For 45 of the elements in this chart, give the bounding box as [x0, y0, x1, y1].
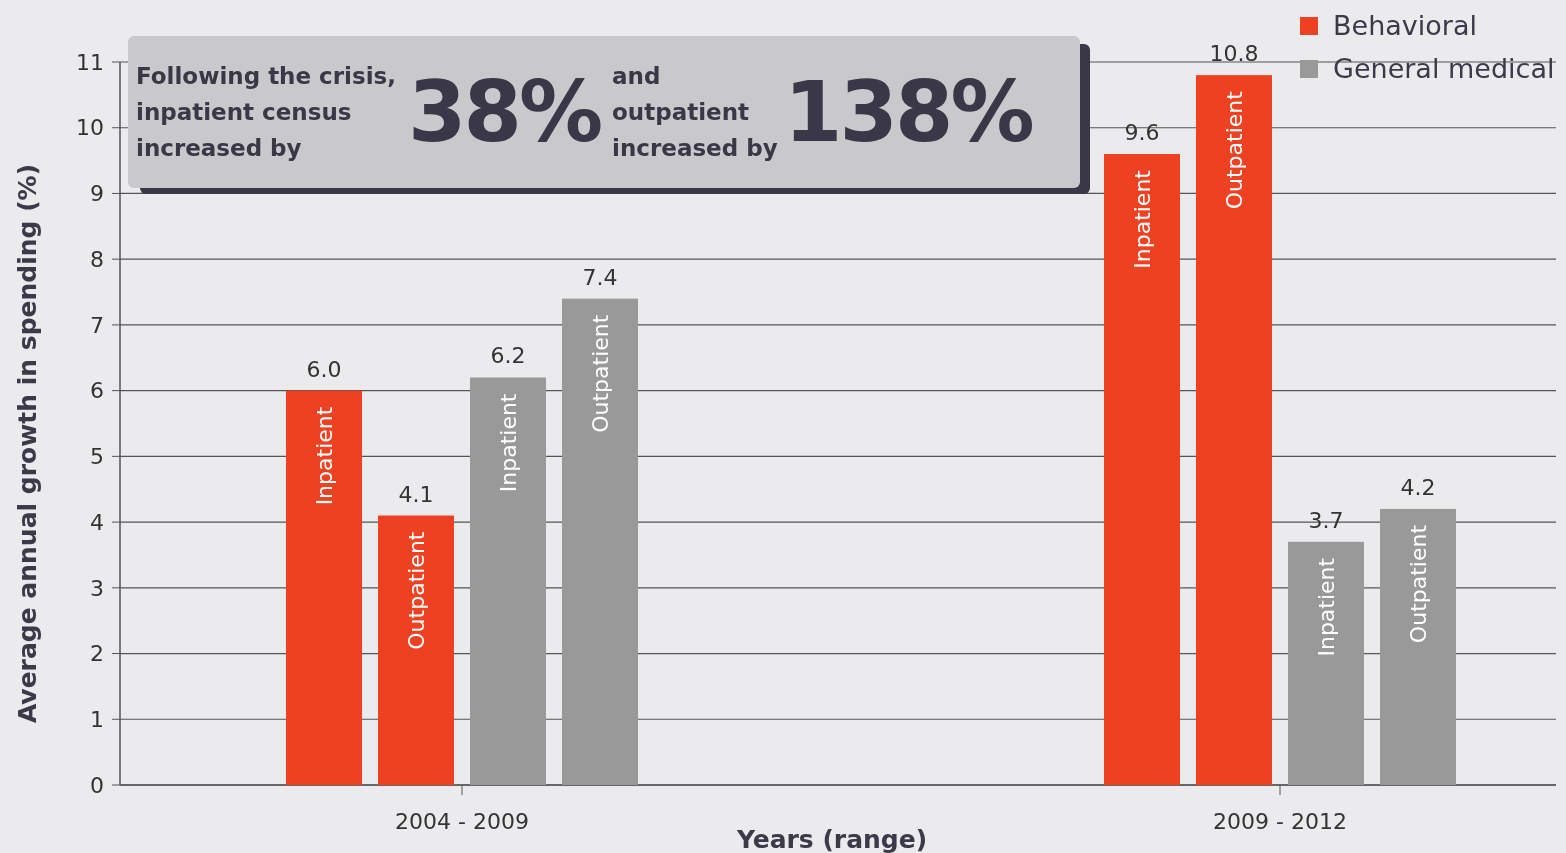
- bar: [470, 377, 546, 785]
- annotation: and outpatient increased by: [612, 62, 779, 163]
- annotation: 138%: [784, 63, 1032, 161]
- data-label: 4.2: [1400, 474, 1436, 500]
- bar: [378, 515, 454, 785]
- y-tick-label: 0: [90, 772, 104, 798]
- y-tick-label: 11: [76, 49, 104, 75]
- x-tick-label: 2004 - 2009: [395, 809, 529, 834]
- text: Outpatient: [1222, 91, 1247, 210]
- data-label: 9.6: [1124, 120, 1160, 146]
- y-tick-label: 9: [90, 181, 104, 207]
- y-tick-label: 4: [90, 509, 104, 535]
- y-tick-label: 2: [90, 641, 104, 667]
- bar: [1288, 541, 1364, 785]
- y-tick-label: 8: [90, 246, 104, 272]
- bar: [286, 390, 362, 785]
- bar: [562, 298, 638, 785]
- text: Inpatient: [1130, 170, 1155, 269]
- text: Inpatient: [1314, 557, 1339, 657]
- series-label: Outpatient: [404, 531, 429, 650]
- text: Behavioral: [1333, 10, 1477, 42]
- y-tick-label: 10: [76, 115, 104, 141]
- data-label: 6.2: [490, 343, 526, 369]
- bar: [1380, 508, 1456, 785]
- annotation: General medical: [1333, 53, 1555, 85]
- y-axis-title: Average annual growth in spending (%): [13, 163, 42, 724]
- text: Outpatient: [1406, 524, 1431, 644]
- series-label: Inpatient: [496, 393, 521, 493]
- data-label: 4.1: [398, 481, 434, 507]
- bar: [1104, 154, 1180, 785]
- data-label: 10.8: [1209, 41, 1259, 67]
- series-label: Inpatient: [312, 406, 337, 506]
- y-tick-label: 7: [90, 312, 104, 338]
- y-tick-label: 5: [90, 444, 104, 470]
- y-tick-label: 1: [90, 706, 104, 732]
- y-tick-label: 6: [90, 378, 104, 404]
- x-axis-title: Years (range): [735, 825, 928, 853]
- series-label: Outpatient: [588, 314, 613, 433]
- bar: [1196, 75, 1272, 785]
- y-tick-label: 3: [90, 575, 104, 601]
- x-tick-label: 2009 - 2012: [1213, 809, 1347, 834]
- data-label: 7.4: [582, 264, 618, 290]
- annotation: 38%: [408, 63, 601, 161]
- annotation: Following the crisis, inpatient census increased by: [136, 62, 397, 163]
- data-label: 6.0: [306, 356, 342, 382]
